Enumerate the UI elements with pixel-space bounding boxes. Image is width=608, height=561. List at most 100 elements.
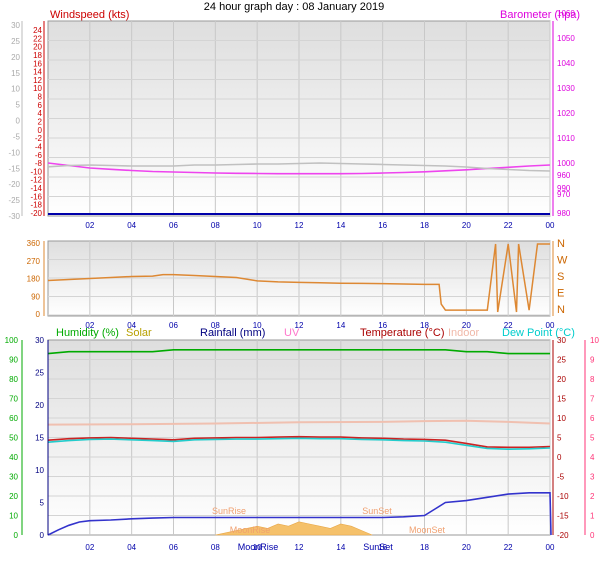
series-indoor [47,419,551,426]
windspeed-outer-tick: -25 [8,196,20,205]
direction-tick: 0 [36,310,41,319]
windspeed-axis-label: Windspeed (kts) [50,9,129,21]
humidity-tick: 10 [9,512,18,521]
x-tick-label: 22 [504,321,513,330]
legend-rainfall: Rainfall (mm) [200,327,265,339]
x-tick-label: 02 [85,543,94,552]
barometer-tick: 1030 [557,84,575,93]
windspeed-tick: 8 [38,93,43,102]
compass-label: N [557,238,565,250]
annotation-sunset: SunSet [363,542,393,552]
legend-solar: Solar [126,327,152,339]
x-tick-label: 14 [336,543,345,552]
uv-tick: 5 [590,434,595,443]
x-tick-label: 10 [253,321,262,330]
humidity-tick: 30 [9,473,18,482]
windspeed-outer-tick: 15 [11,69,20,78]
temperature-tick: 15 [557,395,566,404]
humidity-tick: 40 [9,453,18,462]
x-tick-label: 14 [336,221,345,230]
barometer-tick: 980 [557,209,571,218]
barometer-tick: 1060 [557,9,575,18]
windspeed-outer-tick: 0 [16,117,21,126]
windspeed-tick: 14 [33,68,42,77]
windspeed-tick: 22 [33,34,42,43]
x-tick-label: 16 [378,321,387,330]
annotation-moonrise: MoonRise [230,525,271,535]
windspeed-tick: 10 [33,84,42,93]
series-dew-point [47,437,551,451]
windspeed-tick: -6 [35,151,43,160]
uv-tick: 6 [590,414,595,423]
x-tick-label: 04 [127,321,136,330]
temperature-tick: -10 [557,492,569,501]
compass-label: E [557,288,564,300]
uv-tick: 4 [590,453,595,462]
humidity-temperature-series [47,348,552,536]
legend-indoor: Indoor [448,327,480,339]
rainfall-tick: 25 [35,369,44,378]
x-tick-label: 20 [462,543,471,552]
annotation-moonrise: MoonRise [238,542,279,552]
windspeed-tick: 0 [38,126,43,135]
windspeed-tick: -14 [30,184,42,193]
direction-tick: 180 [27,275,41,284]
windspeed-tick: -2 [35,134,43,143]
x-tick-label: 08 [211,221,220,230]
x-tick-label: 00 [546,543,555,552]
rainfall-tick: 30 [35,336,44,345]
windspeed-outer-tick: -20 [8,180,20,189]
uv-tick: 9 [590,356,595,365]
legend-dew-point: Dew Point (°C) [502,327,575,339]
windspeed-tick: -12 [30,176,42,185]
temperature-tick: 30 [557,336,566,345]
uv-tick: 1 [590,512,595,521]
windspeed-tick: 16 [33,59,42,68]
rainfall-tick: 10 [35,466,44,475]
temperature-tick: -15 [557,512,569,521]
uv-tick: 3 [590,473,595,482]
x-tick-label: 20 [462,221,471,230]
humidity-temperature-axes: 0102030405060708090100051015202530-20-15… [5,336,600,552]
wind-direction-series [47,243,550,313]
wind-pressure-grid [48,21,551,216]
humidity-tick: 80 [9,375,18,384]
series-indoor-barometer [47,162,551,172]
compass-label: N [557,304,565,316]
x-tick-label: 06 [169,543,178,552]
temperature-tick: 20 [557,375,566,384]
windspeed-outer-tick: -30 [8,212,20,221]
direction-tick: 270 [27,257,41,266]
wind-pressure-axes: -30-25-20-15-10-5051015202530-20-18-16-1… [8,9,575,230]
x-tick-label: 12 [295,543,304,552]
humidity-tick: 90 [9,356,18,365]
x-tick-label: 18 [420,321,429,330]
windspeed-tick: -8 [35,159,43,168]
uv-tick: 2 [590,492,595,501]
x-tick-label: 08 [211,321,220,330]
barometer-tick: 1020 [557,109,575,118]
temperature-tick: -20 [557,531,569,540]
windspeed-tick: 12 [33,76,42,85]
barometer-tick: 1000 [557,159,575,168]
wind-direction-grid [48,241,551,316]
temperature-tick: 10 [557,414,566,423]
x-tick-label: 22 [504,221,513,230]
series-temperature [47,435,551,449]
rainfall-tick: 20 [35,401,44,410]
x-tick-label: 16 [378,543,387,552]
barometer-tick: 1010 [557,134,575,143]
x-tick-label: 02 [85,321,94,330]
series-barometer [47,162,551,175]
windspeed-tick: 6 [38,101,43,110]
legend-temperature: Temperature (°C) [360,327,444,339]
windspeed-outer-tick: 30 [11,21,20,30]
windspeed-outer-tick: 5 [16,101,21,110]
series-solar [215,521,373,536]
annotation-moonset: MoonSet [409,525,446,535]
windspeed-outer-tick: 25 [11,37,20,46]
windspeed-tick: -4 [35,142,43,151]
windspeed-tick: -16 [30,192,42,201]
